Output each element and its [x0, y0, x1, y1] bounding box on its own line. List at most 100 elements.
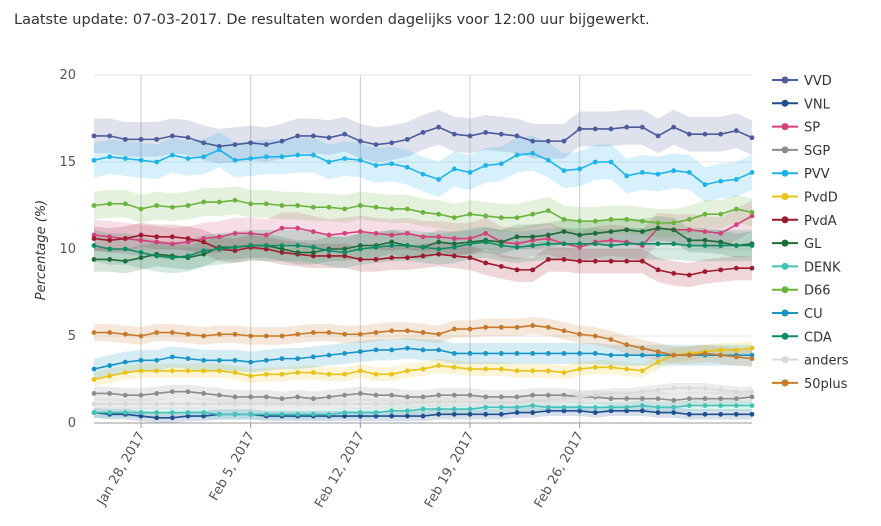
- data-point: [91, 232, 97, 238]
- data-point: [561, 168, 567, 174]
- data-point: [577, 244, 583, 250]
- legend-item-denk[interactable]: DENK: [772, 260, 841, 275]
- data-point: [248, 140, 254, 146]
- series-cu: [91, 345, 755, 372]
- data-point: [216, 401, 222, 407]
- data-point: [655, 267, 661, 273]
- data-point: [498, 366, 504, 372]
- data-point: [342, 250, 348, 255]
- band-gl: [94, 215, 752, 274]
- data-point: [561, 396, 567, 402]
- legend-item-anders[interactable]: anders: [772, 354, 849, 369]
- data-point: [483, 230, 489, 236]
- legend-item-cda[interactable]: CDA: [772, 330, 832, 345]
- data-point: [561, 138, 567, 144]
- legend-label: CDA: [804, 330, 832, 345]
- data-point: [420, 406, 426, 412]
- legend-item-pvv[interactable]: PVV: [772, 167, 830, 182]
- legend-item-50plus[interactable]: 50plus: [772, 377, 848, 392]
- data-point: [498, 404, 504, 410]
- legend[interactable]: VVD VNL SP SGP PVV PvdD PvdA GL DENK D66 CU CDA ande…: [772, 74, 849, 392]
- data-point: [295, 243, 301, 248]
- data-point: [671, 385, 677, 391]
- legend-marker: [781, 309, 789, 317]
- data-point: [263, 246, 269, 252]
- data-point: [389, 392, 395, 398]
- data-point: [467, 411, 473, 417]
- data-point: [138, 410, 144, 415]
- data-point: [154, 391, 160, 396]
- data-point: [530, 138, 536, 144]
- data-point: [561, 229, 567, 235]
- data-point: [451, 364, 457, 370]
- data-point: [310, 396, 316, 402]
- data-point: [749, 356, 755, 362]
- data-point: [232, 244, 238, 250]
- data-point: [467, 326, 473, 332]
- legend-label: PvdA: [804, 214, 837, 229]
- data-point: [154, 159, 160, 165]
- data-point: [624, 241, 630, 247]
- data-point: [733, 403, 739, 408]
- data-point: [404, 255, 410, 261]
- data-point: [749, 213, 755, 219]
- y-tick-label: 5: [68, 329, 76, 344]
- data-point: [389, 255, 395, 261]
- data-point: [530, 397, 536, 403]
- data-point: [342, 230, 348, 236]
- data-point: [107, 237, 113, 243]
- data-point: [639, 368, 645, 374]
- data-point: [624, 173, 630, 179]
- legend-item-gl[interactable]: GL: [772, 237, 822, 252]
- data-point: [248, 243, 254, 248]
- data-point: [592, 404, 598, 410]
- legend-item-sgp[interactable]: SGP: [772, 144, 830, 159]
- legend-item-d66[interactable]: D66: [772, 284, 831, 299]
- update-notice: Laatste update: 07-03-2017. De resultate…: [14, 12, 650, 28]
- data-point: [295, 152, 301, 158]
- data-point: [326, 401, 332, 407]
- legend-item-vnl[interactable]: VNL: [772, 97, 831, 112]
- legend-item-pvda[interactable]: PvdA: [772, 214, 837, 229]
- data-point: [357, 257, 363, 262]
- data-point: [639, 258, 645, 264]
- data-point: [216, 411, 222, 417]
- data-point: [702, 243, 708, 248]
- data-point: [154, 401, 160, 407]
- data-point: [483, 366, 489, 372]
- data-point: [310, 133, 316, 139]
- data-point: [451, 215, 457, 221]
- data-point: [545, 351, 551, 356]
- data-point: [639, 170, 645, 175]
- data-point: [389, 232, 395, 238]
- data-point: [639, 241, 645, 247]
- data-point: [561, 408, 567, 414]
- data-point: [671, 352, 677, 358]
- chart-background: [0, 34, 881, 526]
- data-point: [498, 161, 504, 167]
- data-point: [154, 203, 160, 208]
- y-tick-label: 0: [68, 416, 76, 431]
- data-point: [592, 351, 598, 356]
- data-point: [545, 368, 551, 374]
- data-point: [326, 248, 332, 254]
- data-point: [201, 401, 207, 407]
- legend-item-cu[interactable]: CU: [772, 307, 823, 322]
- data-point: [185, 331, 191, 337]
- data-point: [201, 251, 207, 257]
- data-point: [718, 211, 724, 217]
- data-point: [545, 404, 551, 410]
- legend-item-vvd[interactable]: VVD: [772, 74, 832, 89]
- data-point: [671, 397, 677, 403]
- legend-item-sp[interactable]: SP: [772, 121, 820, 136]
- legend-item-pvdd[interactable]: PvdD: [772, 191, 838, 206]
- data-point: [483, 399, 489, 405]
- data-point: [639, 218, 645, 224]
- data-point: [263, 232, 269, 238]
- data-point: [279, 250, 285, 255]
- data-point: [295, 370, 301, 375]
- data-point: [624, 396, 630, 402]
- data-point: [545, 257, 551, 262]
- legend-label: DENK: [804, 260, 841, 275]
- data-point: [592, 410, 598, 415]
